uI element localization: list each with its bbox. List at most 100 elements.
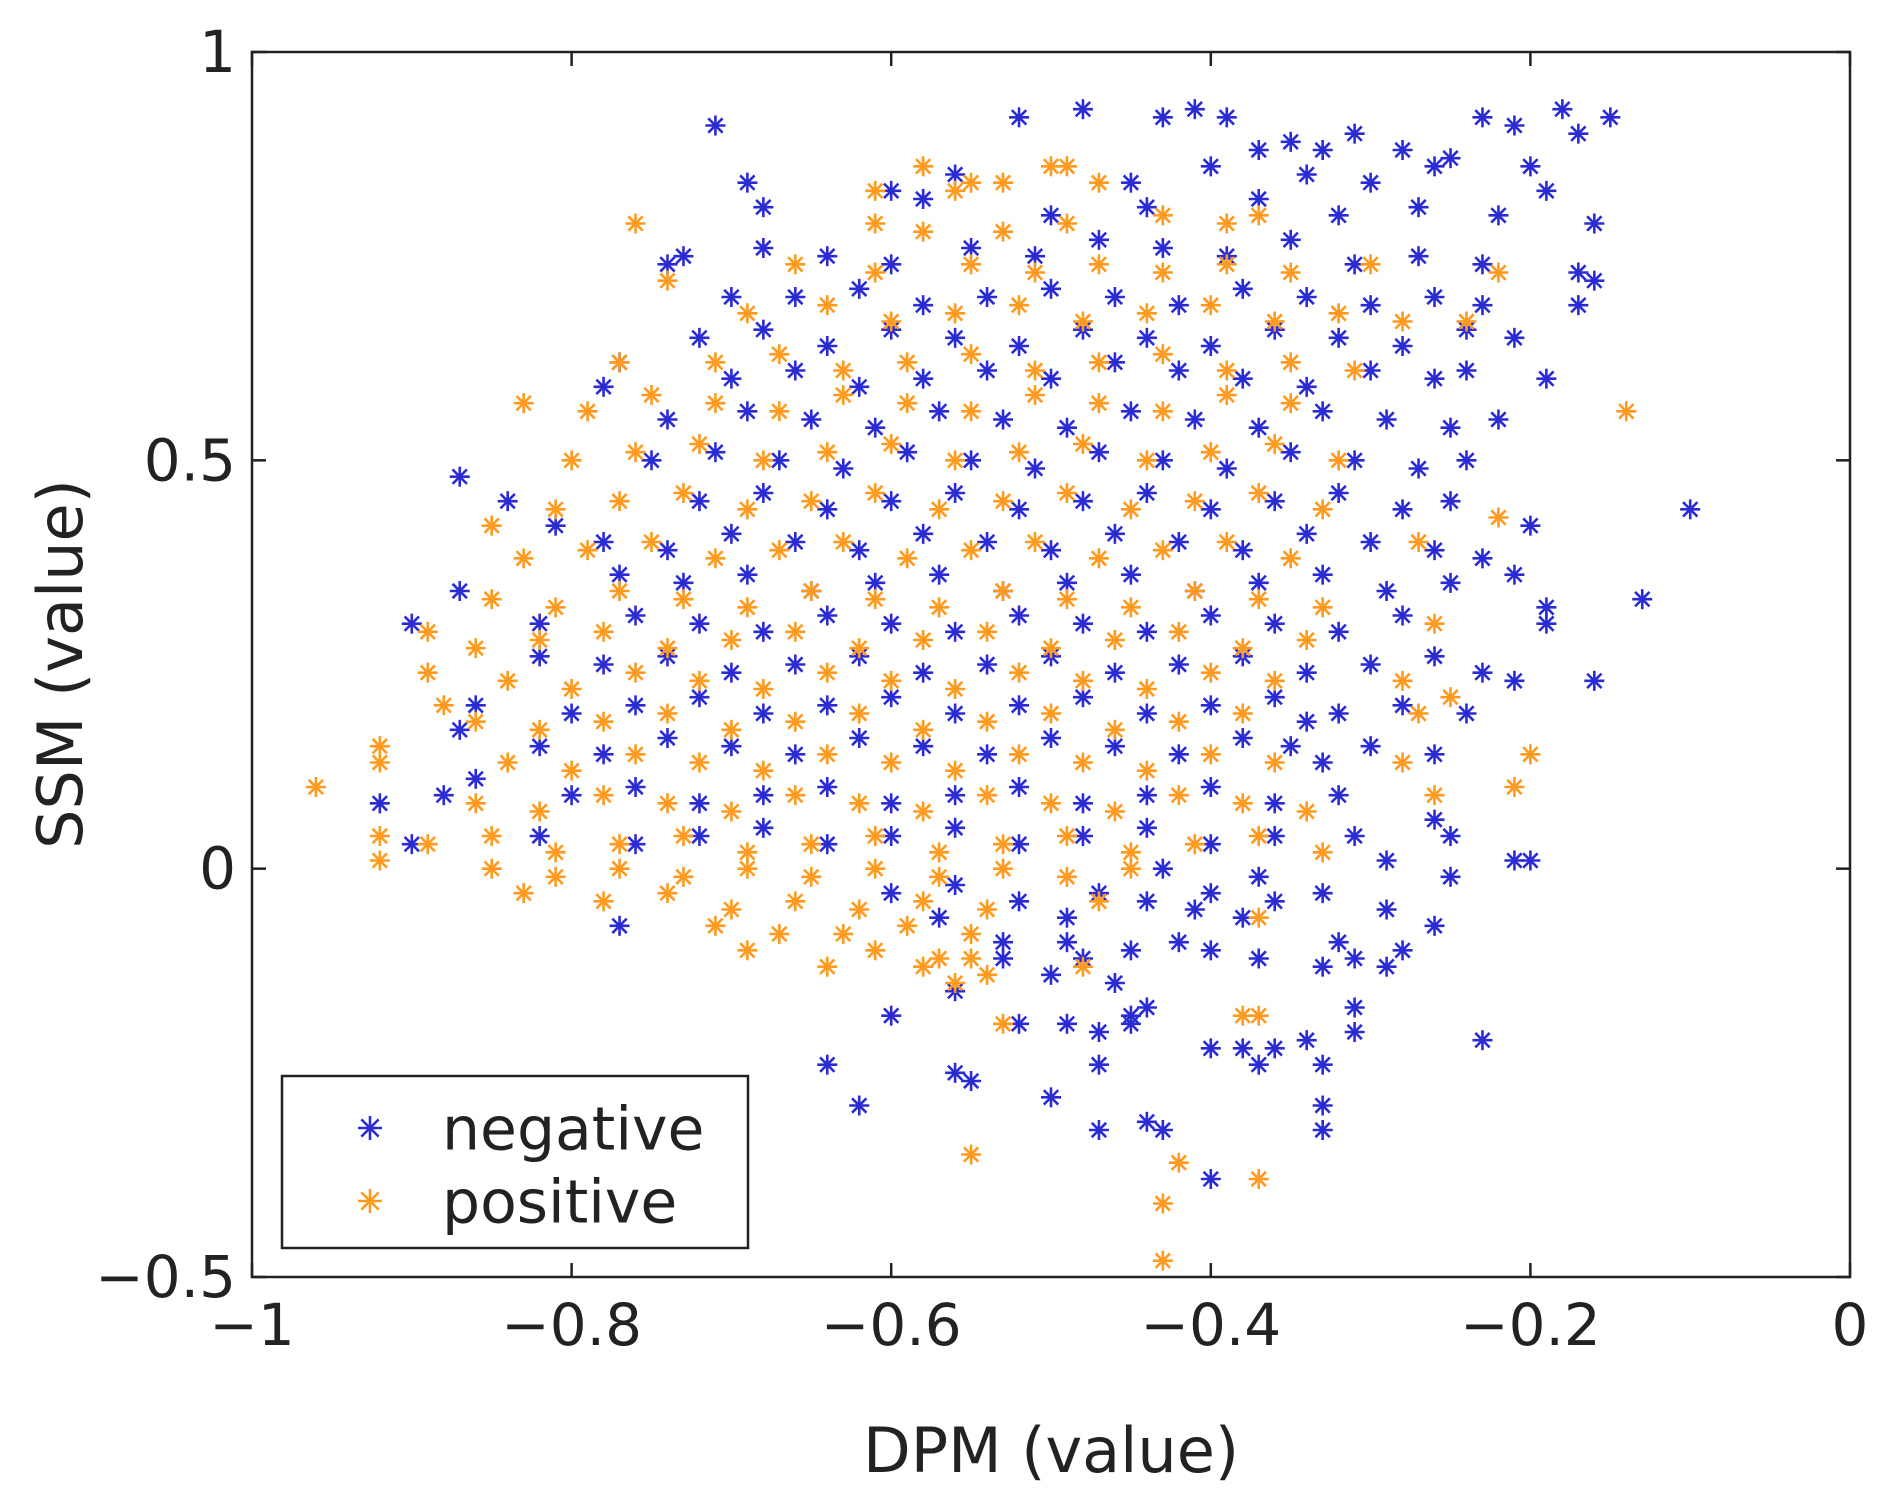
point-negative [753, 817, 774, 838]
point-negative [1568, 262, 1589, 283]
point-positive [625, 662, 646, 683]
point-positive [849, 638, 870, 659]
point-negative [1136, 621, 1157, 642]
point-negative [865, 417, 886, 438]
point-positive [705, 548, 726, 569]
point-negative [1168, 932, 1189, 953]
point-positive [913, 891, 934, 912]
point-positive [545, 842, 566, 863]
point-positive [1056, 213, 1077, 234]
point-negative [1232, 540, 1253, 561]
point-negative [1424, 368, 1445, 389]
point-positive [1248, 1169, 1269, 1189]
point-positive [865, 589, 886, 610]
point-negative [785, 287, 806, 307]
point-negative [929, 907, 950, 928]
point-positive [929, 499, 950, 520]
point-positive [1152, 1193, 1173, 1214]
point-negative [1136, 483, 1157, 503]
point-negative [1360, 295, 1381, 316]
point-negative [737, 172, 758, 193]
point-negative [1200, 1038, 1221, 1059]
point-positive [961, 254, 982, 275]
point-positive [1056, 826, 1077, 846]
point-negative [625, 777, 646, 797]
point-positive [481, 826, 502, 846]
point-negative [1200, 883, 1221, 904]
point-positive [1296, 630, 1317, 650]
point-positive [1136, 303, 1157, 324]
point-negative [817, 777, 838, 797]
point-negative [833, 458, 854, 479]
point-negative [497, 491, 518, 512]
point-negative [721, 523, 742, 544]
point-positive [737, 858, 758, 879]
point-negative [1296, 711, 1317, 732]
legend: negative positive [280, 1074, 750, 1250]
point-positive [993, 834, 1014, 855]
point-negative [1041, 368, 1061, 389]
point-positive [1025, 385, 1046, 405]
point-negative [449, 466, 470, 487]
point-negative [1584, 213, 1605, 234]
point-negative [1312, 883, 1333, 904]
point-positive [865, 858, 886, 879]
point-positive [1328, 303, 1349, 324]
point-negative [689, 793, 710, 814]
point-positive [1072, 752, 1093, 773]
point-positive [417, 834, 438, 855]
point-negative [1440, 826, 1461, 846]
point-positive [1616, 401, 1637, 422]
point-positive [1056, 156, 1077, 177]
x-tick-label: 0 [1832, 1291, 1869, 1359]
point-negative [977, 287, 998, 307]
point-positive [1312, 842, 1333, 863]
point-negative [1280, 736, 1301, 757]
point-positive [1072, 956, 1093, 977]
point-positive [1520, 744, 1541, 765]
point-negative [929, 564, 950, 585]
point-negative [1296, 662, 1317, 683]
point-negative [753, 785, 774, 806]
point-negative [801, 409, 822, 430]
point-positive [961, 1144, 982, 1165]
point-negative [1632, 589, 1653, 610]
point-positive [897, 548, 918, 569]
point-negative [1200, 1169, 1221, 1189]
point-positive [529, 801, 550, 822]
point-positive [1104, 801, 1125, 822]
point-negative [1200, 605, 1221, 626]
point-positive [433, 695, 454, 716]
point-negative [881, 491, 902, 512]
point-positive [881, 434, 902, 454]
legend-label-negative: negative [442, 1095, 704, 1165]
point-negative [1552, 99, 1573, 120]
point-negative [1264, 793, 1285, 814]
point-negative [1264, 491, 1285, 512]
point-positive [369, 826, 390, 846]
point-positive [1088, 891, 1109, 912]
point-negative [753, 319, 774, 340]
point-negative [1344, 826, 1365, 846]
point-negative [1600, 107, 1621, 128]
point-positive [1312, 597, 1333, 618]
point-negative [1041, 205, 1061, 226]
point-negative [1168, 295, 1189, 316]
point-negative [465, 695, 486, 716]
point-negative [1312, 1120, 1333, 1140]
point-negative [1520, 515, 1541, 536]
point-positive [769, 401, 790, 422]
point-negative [945, 621, 966, 642]
point-positive [1184, 491, 1205, 512]
point-negative [1328, 703, 1349, 724]
point-negative [449, 581, 470, 601]
point-positive [657, 638, 678, 659]
point-negative [1025, 458, 1046, 479]
point-negative [1056, 417, 1077, 438]
point-negative [1344, 1022, 1365, 1042]
point-negative [913, 368, 934, 389]
point-positive [785, 711, 806, 732]
point-negative [1136, 817, 1157, 838]
point-negative [1072, 613, 1093, 634]
point-negative [977, 744, 998, 765]
